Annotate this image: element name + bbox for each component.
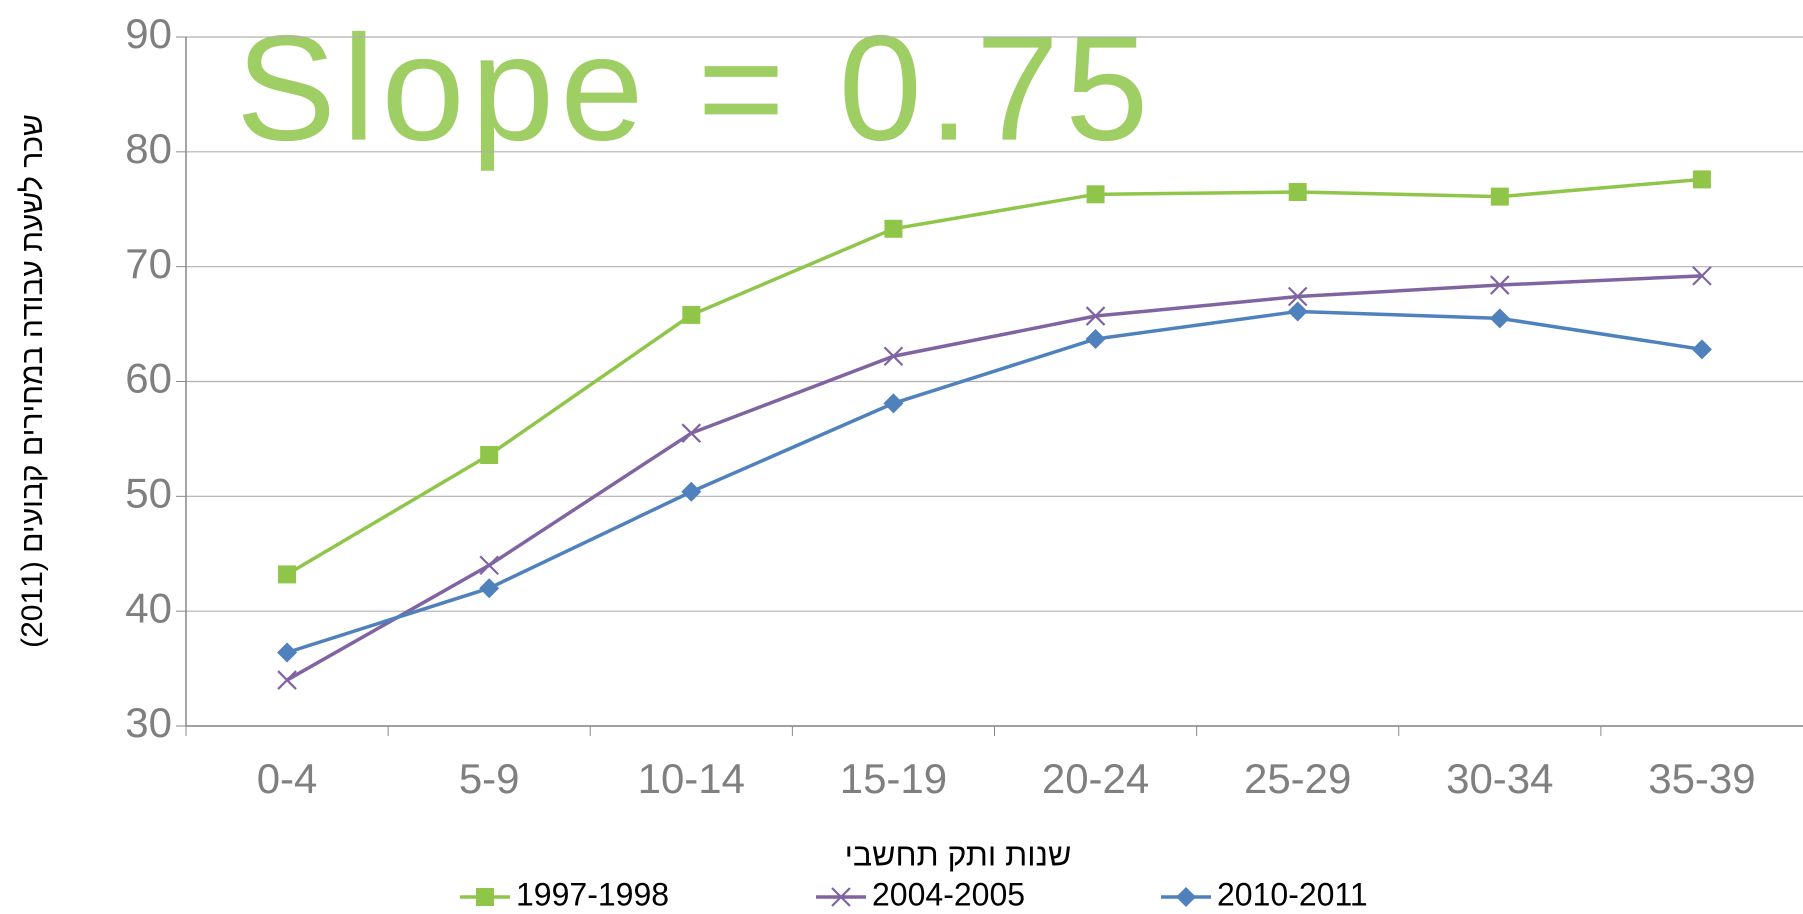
legend-item: 2010-2011 <box>1161 876 1368 912</box>
legend-item: 2004-2005 <box>816 876 1025 912</box>
annotation: Slope = 0.75 <box>236 4 1155 172</box>
data-point <box>1287 286 1308 307</box>
y-tick-label: 70 <box>125 240 172 287</box>
y-tick-label: 40 <box>125 584 172 631</box>
data-point <box>1691 339 1712 360</box>
data-point <box>681 481 702 502</box>
legend-label: 1997-1998 <box>516 876 669 912</box>
x-tick-label: 35-39 <box>1648 755 1755 802</box>
data-point <box>1086 185 1105 204</box>
y-tick-label: 60 <box>125 355 172 402</box>
data-point <box>1490 275 1510 295</box>
data-point <box>479 555 499 576</box>
data-point <box>681 423 702 443</box>
x-tick-label: 25-29 <box>1244 755 1351 802</box>
data-point <box>277 642 298 663</box>
data-point <box>480 445 499 464</box>
data-point <box>1490 187 1509 206</box>
y-tick-label: 90 <box>125 10 172 57</box>
y-tick-label: 30 <box>125 699 172 746</box>
data-point <box>1489 308 1510 329</box>
data-point <box>883 346 904 367</box>
data-point <box>278 565 297 584</box>
x-axis-label: שנות ותק תחשבי <box>845 836 1072 872</box>
x-tick-label: 10-14 <box>638 755 745 802</box>
data-point <box>1288 183 1307 202</box>
legend-marker <box>476 888 494 906</box>
data-point <box>479 578 500 599</box>
data-point <box>277 670 297 690</box>
y-axis-label: שכר לשעת עבודה במחירים קבועים (2011) <box>16 114 49 648</box>
data-point <box>1287 301 1308 322</box>
data-point <box>883 393 904 414</box>
y-tick-label: 80 <box>125 125 172 172</box>
x-tick-label: 20-24 <box>1042 755 1149 802</box>
legend-marker <box>831 887 851 907</box>
legend-marker <box>1176 887 1196 907</box>
series-line <box>286 309 1703 655</box>
data-point <box>1085 306 1106 326</box>
legend-label: 2010-2011 <box>1217 876 1368 912</box>
x-tick-label: 15-19 <box>840 755 947 802</box>
y-tick-label: 50 <box>125 469 172 516</box>
data-point <box>1692 170 1711 189</box>
data-point <box>884 219 903 238</box>
data-point <box>1692 266 1712 286</box>
data-point <box>682 305 701 324</box>
legend-item: 1997-1998 <box>460 876 669 912</box>
x-tick-label: 5-9 <box>459 755 520 802</box>
legend-label: 2004-2005 <box>872 876 1025 912</box>
series-line <box>286 177 1703 576</box>
x-tick-label: 30-34 <box>1446 755 1553 802</box>
data-point <box>1085 329 1106 350</box>
series-line <box>286 274 1703 682</box>
x-tick-label: 0-4 <box>257 755 318 802</box>
